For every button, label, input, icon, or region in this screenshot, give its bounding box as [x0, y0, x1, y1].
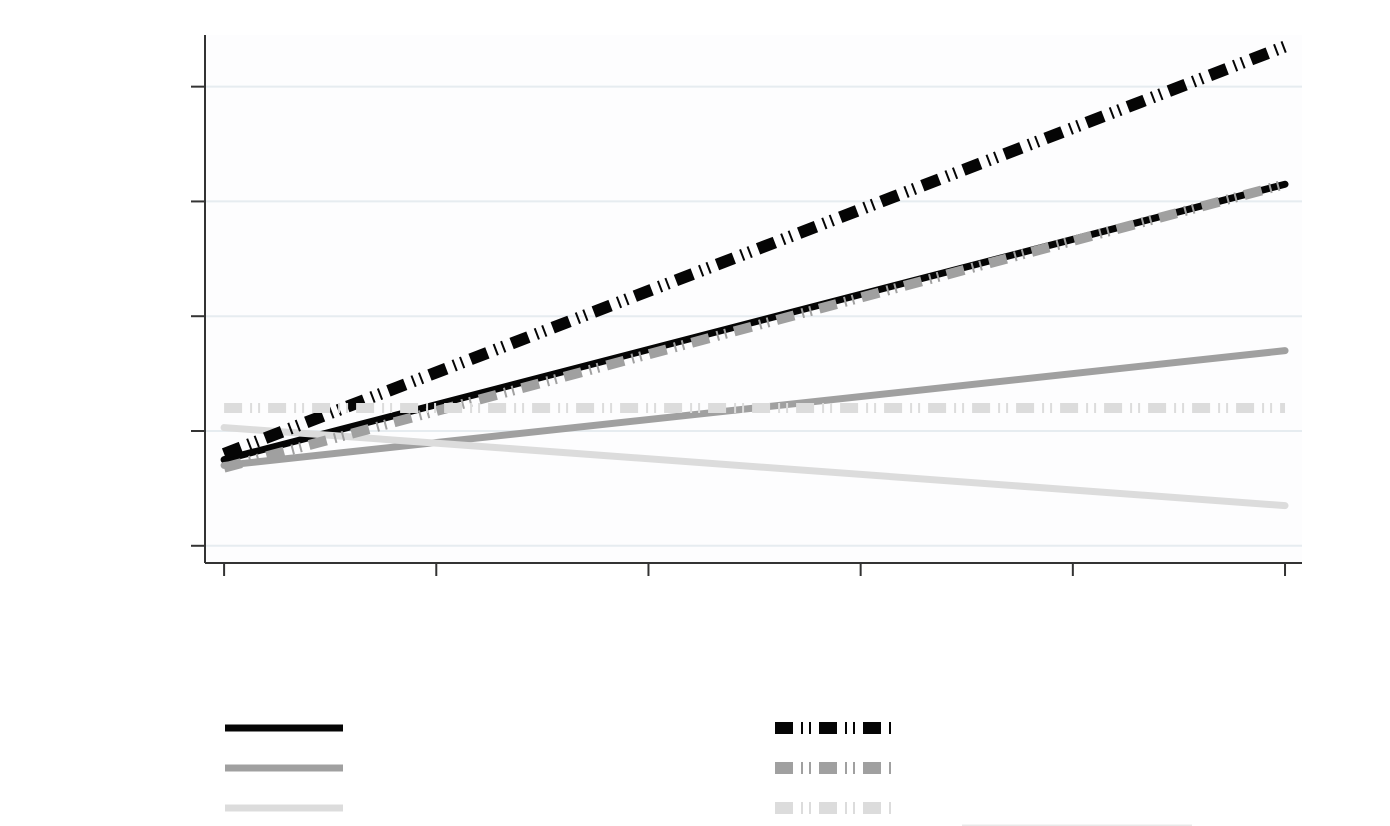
- legend: [225, 722, 1192, 826]
- series-line: [222, 179, 1287, 473]
- grid-lines: [205, 85, 1302, 547]
- plot-area: [205, 35, 1302, 563]
- series-line: [220, 424, 1289, 510]
- series-line: [221, 40, 1288, 460]
- series-lines: [220, 40, 1289, 510]
- axes: [191, 35, 1302, 576]
